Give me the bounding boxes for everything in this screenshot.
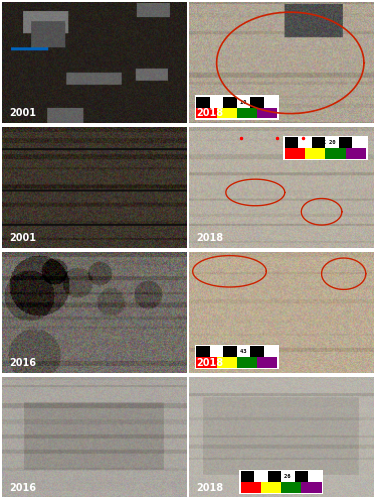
Bar [308, 471, 322, 482]
Bar [196, 108, 217, 118]
Text: BLK 20: BLK 20 [315, 140, 335, 145]
Bar [325, 137, 339, 148]
Bar [254, 471, 267, 482]
Text: BLK 43: BLK 43 [227, 349, 247, 354]
Text: 2018: 2018 [196, 233, 223, 243]
Text: BLK 26: BLK 26 [271, 474, 291, 479]
Bar [239, 470, 323, 494]
Text: 2016: 2016 [9, 482, 36, 492]
Bar [237, 357, 257, 368]
Bar [261, 482, 281, 492]
Bar [285, 137, 298, 148]
Text: 2016: 2016 [9, 358, 36, 368]
Bar [195, 345, 279, 369]
Text: 2018: 2018 [196, 482, 223, 492]
Bar [281, 482, 302, 492]
Bar [196, 346, 210, 357]
Bar [285, 148, 305, 158]
Bar [283, 136, 368, 160]
Bar [210, 96, 224, 108]
Bar [298, 137, 312, 148]
Text: 2018: 2018 [196, 358, 223, 368]
Bar [312, 137, 325, 148]
Bar [267, 471, 281, 482]
Bar [281, 471, 295, 482]
Bar [257, 108, 278, 118]
Bar [339, 137, 352, 148]
Bar [237, 108, 257, 118]
Bar [264, 96, 278, 108]
Bar [295, 471, 308, 482]
Bar [257, 357, 278, 368]
Bar [251, 96, 264, 108]
Text: 2001: 2001 [9, 233, 36, 243]
Bar [302, 482, 322, 492]
Bar [325, 148, 345, 158]
Bar [210, 346, 224, 357]
Bar [240, 471, 254, 482]
Bar [264, 346, 278, 357]
Bar [345, 148, 366, 158]
Bar [224, 96, 237, 108]
Bar [195, 96, 279, 120]
Bar [224, 346, 237, 357]
Text: 2018: 2018 [196, 108, 223, 118]
Text: BLK 19: BLK 19 [227, 100, 247, 104]
Bar [196, 357, 217, 368]
Bar [237, 346, 250, 357]
Bar [305, 148, 325, 158]
Bar [237, 96, 250, 108]
Bar [217, 108, 237, 118]
Bar [251, 346, 264, 357]
Bar [240, 482, 261, 492]
Text: 2001: 2001 [9, 108, 36, 118]
Bar [352, 137, 366, 148]
Bar [217, 357, 237, 368]
Bar [196, 96, 210, 108]
